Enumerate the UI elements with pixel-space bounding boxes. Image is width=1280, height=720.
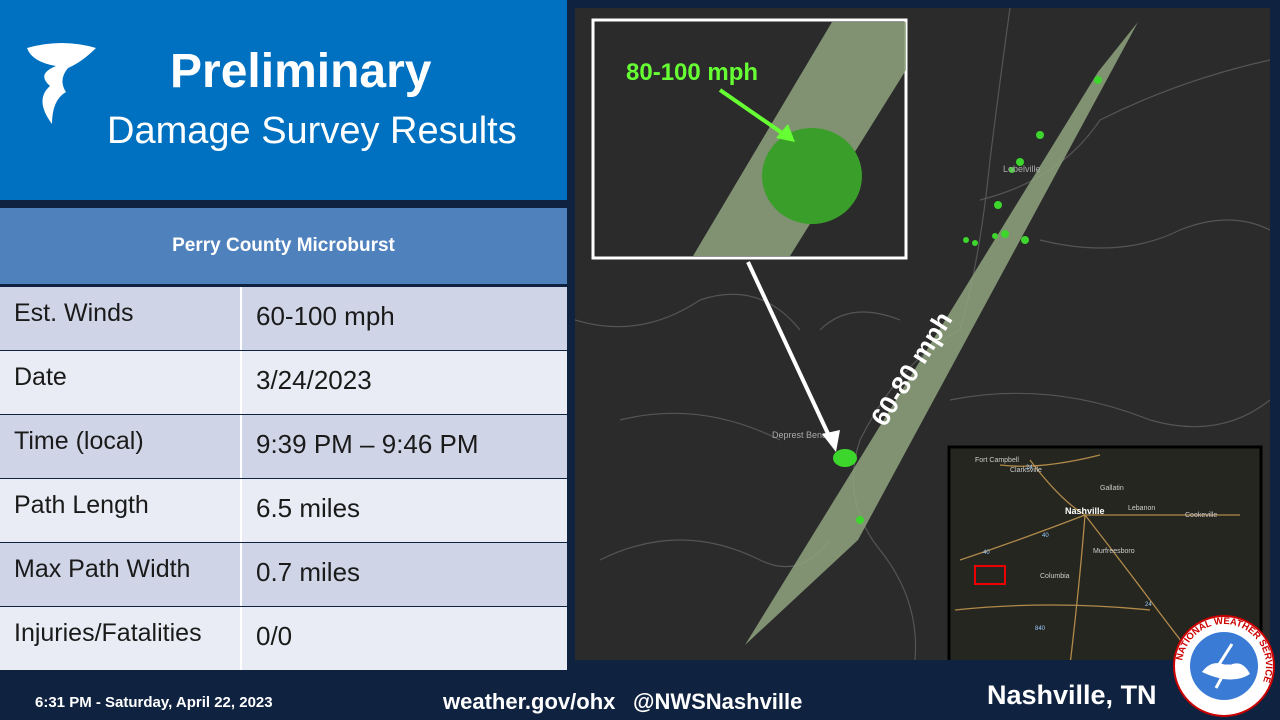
locator-place: Gallatin — [1100, 485, 1124, 492]
row-value: 0/0 — [256, 621, 293, 651]
locator-place: Nashville — [1065, 506, 1105, 516]
route-shield: 840 — [1035, 626, 1046, 632]
social-handle: @NWSNashville — [633, 689, 803, 714]
place-label: Lobelville — [1003, 164, 1041, 174]
row-value: 6.5 miles — [256, 493, 361, 523]
nws-logo: NATIONAL WEATHER SERVICE — [1173, 615, 1275, 717]
map-feature — [999, 454, 1101, 467]
map-feature — [1039, 219, 1270, 249]
header: Preliminary Damage Survey Results — [0, 0, 567, 200]
table-row: Path Length 6.5 miles — [0, 479, 567, 542]
table-row: Est. Winds 60-100 mph — [0, 287, 567, 350]
locator-place: Lebanon — [1128, 505, 1155, 512]
route-shield: 40 — [983, 550, 990, 556]
callout-arrow — [746, 261, 832, 439]
map-feature — [1001, 230, 1009, 238]
map-feature — [963, 237, 969, 243]
map-feature — [1036, 131, 1044, 139]
map-feature — [619, 412, 781, 441]
map-feature — [819, 311, 901, 331]
row-label: Est. Winds — [0, 287, 242, 350]
office-name: Nashville, TN — [987, 680, 1157, 710]
map-feature — [979, 59, 1270, 201]
map-feature — [1009, 167, 1015, 173]
table-row: Time (local) 9:39 PM – 9:46 PM — [0, 415, 567, 478]
map-feature — [1094, 76, 1102, 84]
row-label: Path Length — [0, 479, 242, 542]
map-feature — [992, 233, 998, 239]
locator-place: Clarksville — [1010, 467, 1042, 474]
place-label: Deprest Bend — [772, 430, 827, 440]
locator-place: Cookeville — [1185, 512, 1217, 519]
map-feature — [852, 8, 1011, 660]
locator-place: Columbia — [1040, 573, 1070, 580]
map-feature — [954, 604, 1151, 611]
table-row: Injuries/Fatalities 0/0 — [0, 607, 567, 670]
table-row: Date 3/24/2023 — [0, 351, 567, 414]
locator-place: Murfreesboro — [1093, 548, 1135, 555]
locator-labels: Fort Campbell Clarksville Gallatin Nashvill… — [975, 457, 1217, 632]
website: weather.gov/ohx — [443, 689, 616, 714]
map-feature — [1016, 158, 1024, 166]
damage-points — [833, 76, 1102, 524]
row-value: 9:39 PM – 9:46 PM — [256, 429, 479, 459]
callout-arrowhead — [822, 430, 840, 452]
logo-bolt — [1214, 643, 1234, 689]
route-shield: 24 — [1026, 465, 1033, 471]
map-feature — [972, 240, 978, 246]
row-label: Max Path Width — [0, 543, 242, 606]
map-feature — [994, 201, 1002, 209]
inset-arrowhead — [776, 124, 795, 142]
row-label: Time (local) — [0, 415, 242, 478]
row-value: 3/24/2023 — [256, 365, 372, 395]
route-shield: 24 — [1145, 602, 1152, 608]
table-row: Max Path Width 0.7 miles — [0, 543, 567, 606]
map-feature — [856, 516, 864, 524]
row-value: 60-100 mph — [256, 301, 395, 331]
locator-roads — [954, 454, 1240, 660]
route-shield: 40 — [1042, 533, 1049, 539]
subtitle: Damage Survey Results — [107, 110, 517, 152]
map-feature — [575, 293, 801, 331]
damage-swath — [745, 22, 1138, 645]
map-feature — [1069, 514, 1086, 660]
map-feature — [959, 514, 1240, 561]
locator-box — [974, 565, 1006, 585]
map-feature — [949, 392, 1270, 428]
table-title: Perry County Microburst — [0, 208, 567, 284]
map: Lobelville Deprest Bend 60-80 mph 80-100… — [575, 8, 1270, 660]
map-feature — [833, 449, 857, 467]
tornado-shape — [27, 43, 96, 124]
map-feature — [1029, 459, 1197, 660]
tornado-icon — [27, 43, 96, 124]
timestamp: 6:31 PM - Saturday, April 22, 2023 — [35, 694, 273, 711]
row-label: Injuries/Fatalities — [0, 607, 242, 670]
row-value: 0.7 miles — [256, 557, 361, 587]
title: Preliminary — [170, 45, 432, 98]
row-label: Date — [0, 351, 242, 414]
inset-label: 80-100 mph — [626, 59, 758, 86]
map-feature — [1021, 236, 1029, 244]
locator-place: Fort Campbell — [975, 457, 1019, 464]
inset-damage-area — [762, 128, 862, 224]
inset-arrow — [718, 88, 787, 137]
